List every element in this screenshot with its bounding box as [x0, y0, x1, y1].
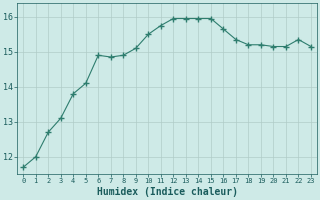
X-axis label: Humidex (Indice chaleur): Humidex (Indice chaleur) — [97, 187, 237, 197]
